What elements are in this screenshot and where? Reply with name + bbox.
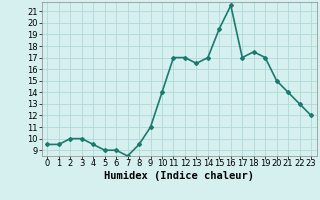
- X-axis label: Humidex (Indice chaleur): Humidex (Indice chaleur): [104, 171, 254, 181]
